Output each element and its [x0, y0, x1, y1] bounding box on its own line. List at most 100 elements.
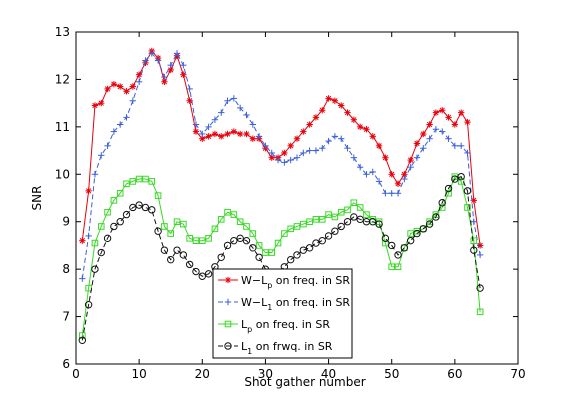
- series-4-point: [255, 253, 263, 261]
- series-4-point: [388, 241, 396, 250]
- series-3-point: [236, 218, 244, 226]
- series-1-point: [369, 133, 376, 140]
- y-tick-label: 8: [62, 262, 70, 276]
- legend-label-main: W−L: [241, 296, 268, 309]
- series-1-point: [439, 107, 446, 114]
- series-1-point: [445, 114, 452, 121]
- series-2-point: [356, 163, 364, 171]
- x-tick-label: 20: [195, 367, 210, 381]
- series-1-point: [104, 85, 111, 93]
- legend: W−Lp on freq. in SRW−L1 on freq. in SRLp…: [212, 268, 353, 359]
- legend-label-main: L: [241, 318, 248, 331]
- y-tick-label: 10: [55, 167, 70, 181]
- x-axis-label: Shot gather number: [244, 375, 365, 389]
- y-tick-label: 12: [55, 72, 70, 86]
- series-3-point: [116, 189, 124, 197]
- series-2-point: [161, 73, 168, 81]
- series-3-point: [350, 199, 358, 207]
- series-3-point: [173, 218, 181, 226]
- series-4-point: [400, 244, 409, 252]
- series-1-point: [432, 109, 440, 116]
- series-4-point: [129, 203, 137, 212]
- series-1-point: [205, 133, 212, 140]
- series-3-point: [344, 206, 351, 214]
- series-4-point: [293, 251, 301, 259]
- series-2-point: [192, 121, 200, 128]
- series-3-point: [445, 189, 452, 197]
- series-2-point: [79, 275, 86, 282]
- series-4-point: [141, 203, 150, 212]
- series-3-point: [135, 175, 143, 183]
- series-4-point: [185, 260, 194, 269]
- legend-marker: [224, 276, 232, 284]
- series-4-point: [331, 227, 339, 235]
- series-1-point: [123, 88, 130, 95]
- series-1-point: [420, 130, 427, 138]
- series-3-point: [262, 249, 269, 256]
- series-4-point: [249, 244, 257, 252]
- series-1-point: [413, 140, 421, 147]
- series-4-point: [179, 251, 188, 259]
- series-2-point: [426, 135, 433, 142]
- series-2-point: [281, 159, 288, 166]
- series-2-point: [350, 154, 358, 161]
- series-3-point: [192, 237, 200, 244]
- series-1-point: [167, 66, 174, 74]
- series-3-point: [161, 223, 168, 230]
- legend-marker: [224, 320, 232, 328]
- series-3-point: [255, 242, 263, 249]
- legend-label: Lp on freq. in SR: [241, 318, 330, 334]
- series-2-point: [224, 97, 231, 104]
- series-1-point: [325, 95, 332, 102]
- series-3-point: [281, 230, 288, 237]
- series-1-point: [180, 71, 187, 78]
- series-4-point: [337, 222, 345, 231]
- x-tick-label: 0: [72, 367, 80, 381]
- series-2-point: [186, 85, 193, 93]
- series-1-point: [211, 130, 219, 138]
- series-2-point: [218, 109, 225, 116]
- series-2-point: [420, 145, 427, 152]
- legend-label-sub: p: [247, 325, 252, 334]
- x-tick-label: 30: [258, 367, 273, 381]
- series-3-point: [142, 175, 149, 183]
- series-4-point: [135, 201, 143, 209]
- series-3-point: [211, 225, 219, 233]
- series-1-point: [356, 123, 364, 131]
- series-4-point: [369, 218, 377, 226]
- legend-marker: [224, 342, 232, 350]
- series-4-point: [413, 229, 421, 238]
- series-4-point: [470, 246, 478, 254]
- series-3-point: [470, 237, 478, 244]
- series-1-point: [236, 130, 244, 138]
- series-2-point: [110, 128, 118, 135]
- series-4-point: [438, 199, 446, 207]
- series-1-point: [110, 80, 118, 88]
- series-4-point: [223, 241, 232, 250]
- series-4-point: [305, 244, 314, 252]
- series-3-point: [300, 220, 307, 228]
- series-4-point: [457, 172, 465, 181]
- series-4-point: [198, 272, 206, 280]
- series-1-point: [375, 142, 383, 150]
- series-4-point: [381, 234, 390, 243]
- series-3-point: [394, 263, 402, 271]
- series-3-point: [382, 239, 389, 247]
- series-2-point: [375, 178, 383, 185]
- series-3-point: [363, 211, 370, 218]
- series-4-point: [217, 253, 225, 261]
- series-1-point: [281, 149, 288, 157]
- series-3-point: [154, 192, 162, 199]
- series-1-point: [186, 97, 193, 104]
- series-2-point: [249, 121, 256, 128]
- series-4-point: [84, 301, 93, 309]
- series-2-point: [432, 126, 440, 133]
- series-2-point: [325, 137, 332, 145]
- series-1-point: [394, 180, 402, 187]
- legend-label-rest: on freq. in SR: [272, 274, 350, 287]
- legend-label-rest: on frwq. in SR: [252, 340, 333, 353]
- series-3-point: [186, 235, 193, 242]
- series-2-point: [199, 130, 206, 138]
- y-tick-label: 7: [62, 310, 70, 324]
